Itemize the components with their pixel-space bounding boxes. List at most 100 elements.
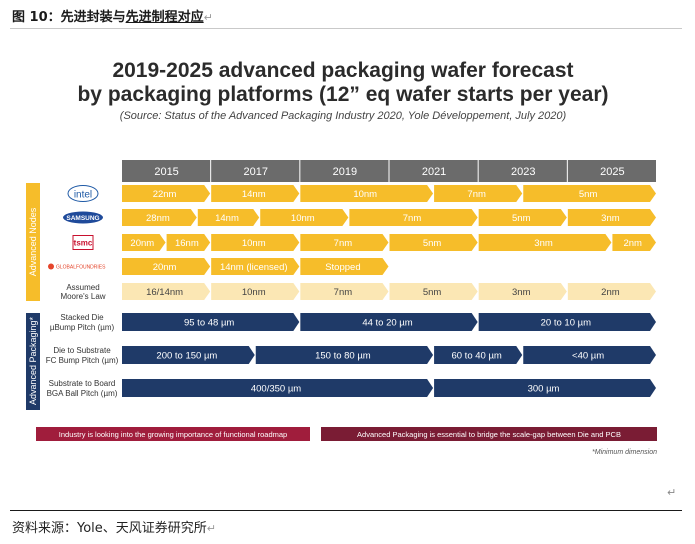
- node-segment-bar: [349, 209, 478, 226]
- note-right-box: [321, 427, 657, 441]
- node-segment-label: 16nm: [175, 238, 199, 249]
- node-segment-label: Stopped: [325, 262, 360, 273]
- row-label-line-2: Moore's Law: [60, 292, 105, 301]
- logo-box: [72, 235, 94, 250]
- node-segment-label: 2nm: [601, 287, 620, 298]
- year-header-cell: [567, 160, 656, 182]
- packaging-segment-label: 200 to 150 µm: [156, 351, 217, 362]
- packaging-segment-bar: [255, 346, 434, 364]
- top-divider: [10, 28, 682, 29]
- group-label-nodes: Advanced Nodes: [28, 207, 38, 276]
- year-label: 2015: [154, 166, 178, 178]
- node-segment-label: 3nm: [601, 213, 620, 224]
- year-label: 2019: [333, 166, 357, 178]
- chart-title-line-1: 2019-2025 advanced packaging wafer forec…: [112, 59, 573, 82]
- packaging-segment-label: 95 to 48 µm: [184, 318, 234, 329]
- node-segment-label: 14nm: [242, 189, 266, 200]
- packaging-segment-bar: [122, 313, 300, 331]
- packaging-row-label-2: µBump Pitch (µm): [50, 323, 115, 332]
- node-segment-bar: [300, 234, 389, 251]
- node-segment-label: 5nm: [423, 238, 442, 249]
- node-segment-label: 16/14nm: [146, 287, 183, 298]
- node-segment-bar: [389, 234, 478, 251]
- caption-underlined: 先进制程对应: [125, 10, 204, 25]
- node-segment-bar: [211, 283, 300, 300]
- node-segment-bar: [300, 185, 434, 202]
- packaging-row-label-2: FC Bump Pitch (µm): [46, 356, 119, 365]
- node-segment-label: 5nm: [423, 287, 442, 298]
- logo-samsung: SAMSUNG: [66, 215, 99, 222]
- caption-return-mark: ↵: [203, 11, 213, 24]
- logo-ring: [67, 185, 99, 202]
- paragraph-mark: ↵: [667, 486, 677, 499]
- packaging-segment-bar: [122, 346, 255, 364]
- node-segment-label: 5nm: [579, 189, 598, 200]
- node-segment-bar: [478, 283, 567, 300]
- packaging-segment-label: 150 to 80 µm: [315, 351, 371, 362]
- packaging-segment-label: <40 µm: [572, 351, 604, 362]
- packaging-segment-label: 20 to 10 µm: [541, 318, 591, 329]
- node-segment-label: 3nm: [512, 287, 531, 298]
- node-segment-label: 7nm: [403, 213, 422, 224]
- packaging-segment-label: 300 µm: [528, 384, 560, 395]
- node-segment-label: 10nm: [291, 213, 315, 224]
- packaging-segment-bar: [300, 313, 478, 331]
- packaging-row-label-1: Substrate to Board: [49, 379, 116, 388]
- note-right-text: Advanced Packaging is essential to bridg…: [357, 430, 621, 439]
- node-segment-label: 20nm: [130, 238, 154, 249]
- bottom-divider: [10, 510, 682, 511]
- packaging-segment-bar: [478, 313, 656, 331]
- node-segment-bar: [612, 234, 656, 251]
- node-segment-label: 5nm: [512, 213, 531, 224]
- node-segment-label: 28nm: [146, 213, 170, 224]
- source-text: 资料来源：Yole、天风证券研究所: [12, 521, 207, 536]
- node-segment-bar: [122, 283, 211, 300]
- footnote: *Minimum dimension: [592, 449, 657, 456]
- year-header-cell: [300, 160, 389, 182]
- node-segment-label: 7nm: [467, 189, 486, 200]
- packaging-segment-label: 400/350 µm: [251, 384, 301, 395]
- node-segment-bar: [300, 283, 389, 300]
- packaging-row-label-1: Stacked Die: [60, 313, 104, 322]
- node-segment-bar: [122, 258, 211, 275]
- node-segment-label: 7nm: [334, 238, 353, 249]
- node-segment-bar: [122, 209, 197, 226]
- year-header-cell: [389, 160, 478, 182]
- node-segment-bar: [567, 209, 656, 226]
- node-segment-bar: [523, 185, 656, 202]
- caption-prefix: 图 10：先进封装与: [12, 10, 126, 25]
- packaging-segment-bar: [434, 346, 523, 364]
- node-segment-bar: [300, 258, 389, 275]
- node-segment-label: 7nm: [334, 287, 353, 298]
- node-segment-label: 10nm: [353, 189, 377, 200]
- packaging-row-label-2: BGA Ball Pitch (µm): [47, 389, 118, 398]
- node-segment-bar: [389, 283, 478, 300]
- node-segment-bar: [434, 185, 523, 202]
- node-segment-bar: [122, 185, 211, 202]
- group-label-packaging: Advanced Packaging*: [28, 316, 38, 405]
- note-left-text: Industry is looking into the growing imp…: [59, 430, 287, 439]
- node-segment-bar: [197, 209, 260, 226]
- node-segment-bar: [260, 209, 349, 226]
- node-segment-label: 14nm: [215, 213, 239, 224]
- year-header-cell: [122, 160, 211, 182]
- year-header-cell: [211, 160, 300, 182]
- packaging-segment-label: 60 to 40 µm: [451, 351, 501, 362]
- group-bar-packaging: [26, 313, 40, 410]
- packaging-segment-bar: [523, 346, 656, 364]
- logo-globe: [48, 263, 54, 270]
- node-segment-bar: [567, 283, 656, 300]
- packaging-row-label-1: Die to Substrate: [53, 346, 111, 355]
- year-label: 2017: [244, 166, 268, 178]
- chart-subtitle: (Source: Status of the Advanced Packagin…: [120, 110, 567, 122]
- node-segment-label: 3nm: [534, 238, 553, 249]
- logo-tsmc: tsmc: [74, 239, 93, 248]
- figure-caption: 图 10：先进封装与先进制程对应↵: [12, 6, 213, 25]
- chart-title-line-2: by packaging platforms (12” eq wafer sta…: [77, 83, 608, 106]
- node-segment-bar: [211, 185, 300, 202]
- year-label: 2025: [600, 166, 624, 178]
- packaging-segment-bar: [122, 379, 434, 397]
- node-segment-bar: [211, 258, 300, 275]
- year-header-cell: [478, 160, 567, 182]
